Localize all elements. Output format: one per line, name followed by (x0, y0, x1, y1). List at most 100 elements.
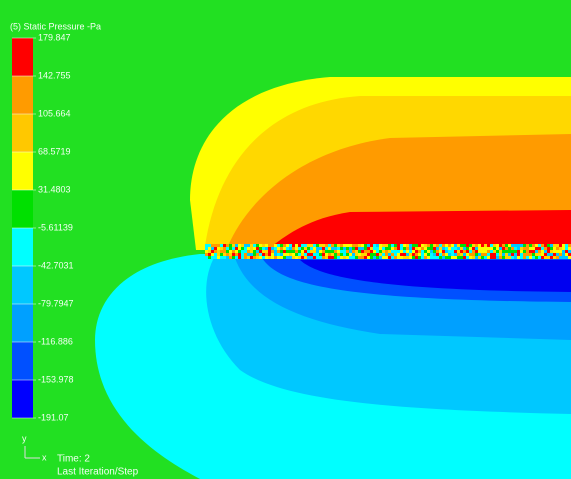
legend-label: -42.7031 (38, 260, 74, 270)
band-cell (448, 250, 451, 253)
band-cell (367, 250, 370, 253)
band-cell (565, 253, 568, 256)
band-cell (406, 244, 409, 247)
swatch (12, 304, 33, 342)
band-cell (283, 250, 286, 253)
band-cell (313, 244, 316, 247)
band-cell (385, 250, 388, 253)
band-cell (409, 253, 412, 256)
band-cell (526, 247, 529, 250)
band-cell (220, 244, 223, 247)
band-cell (355, 253, 358, 256)
band-cell (331, 253, 334, 256)
band-cell (454, 256, 457, 259)
swatch (12, 152, 33, 190)
band-cell (514, 250, 517, 253)
band-cell (349, 244, 352, 247)
band-cell (418, 253, 421, 256)
band-cell (292, 244, 295, 247)
band-cell (475, 250, 478, 253)
band-cell (568, 244, 571, 247)
band-cell (337, 256, 340, 259)
band-cell (544, 250, 547, 253)
band-cell (388, 250, 391, 253)
band-cell (241, 250, 244, 253)
band-cell (253, 247, 256, 250)
legend-label: 31.4803 (38, 184, 71, 194)
band-cell (559, 244, 562, 247)
band-cell (253, 256, 256, 259)
band-cell (382, 247, 385, 250)
band-cell (226, 253, 229, 256)
swatch (12, 266, 33, 304)
band-cell (412, 253, 415, 256)
band-cell (478, 256, 481, 259)
band-cell (463, 250, 466, 253)
band-cell (547, 250, 550, 253)
band-cell (442, 247, 445, 250)
band-cell (238, 244, 241, 247)
band-cell (274, 247, 277, 250)
band-cell (466, 253, 469, 256)
band-cell (262, 253, 265, 256)
band-cell (379, 244, 382, 247)
band-cell (205, 253, 208, 256)
band-cell (232, 253, 235, 256)
band-cell (451, 247, 454, 250)
band-cell (268, 256, 271, 259)
band-cell (499, 250, 502, 253)
band-cell (310, 250, 313, 253)
band-cell (373, 247, 376, 250)
band-cell (346, 247, 349, 250)
band-cell (232, 247, 235, 250)
band-cell (439, 244, 442, 247)
band-cell (364, 256, 367, 259)
band-cell (520, 250, 523, 253)
band-cell (337, 244, 340, 247)
band-cell (286, 244, 289, 247)
band-cell (223, 250, 226, 253)
band-cell (403, 250, 406, 253)
band-cell (265, 253, 268, 256)
band-cell (205, 244, 208, 247)
band-cell (247, 256, 250, 259)
band-cell (289, 250, 292, 253)
band-cell (322, 244, 325, 247)
band-cell (511, 253, 514, 256)
band-cell (235, 256, 238, 259)
band-cell (532, 244, 535, 247)
band-cell (382, 256, 385, 259)
band-cell (379, 253, 382, 256)
swatch (12, 380, 33, 418)
band-cell (544, 247, 547, 250)
band-cell (565, 247, 568, 250)
band-cell (502, 256, 505, 259)
band-cell (562, 247, 565, 250)
band-cell (487, 244, 490, 247)
band-cell (418, 244, 421, 247)
band-cell (475, 244, 478, 247)
band-cell (208, 256, 211, 259)
band-cell (412, 250, 415, 253)
band-cell (226, 250, 229, 253)
band-cell (436, 244, 439, 247)
band-cell (325, 244, 328, 247)
band-cell (364, 250, 367, 253)
band-cell (235, 247, 238, 250)
band-cell (523, 253, 526, 256)
band-cell (538, 253, 541, 256)
band-cell (526, 250, 529, 253)
band-cell (532, 253, 535, 256)
band-cell (496, 247, 499, 250)
band-cell (340, 247, 343, 250)
band-cell (457, 256, 460, 259)
band-cell (508, 247, 511, 250)
band-cell (289, 247, 292, 250)
band-cell (553, 244, 556, 247)
band-cell (436, 253, 439, 256)
band-cell (376, 253, 379, 256)
band-cell (331, 244, 334, 247)
band-cell (490, 250, 493, 253)
band-cell (514, 244, 517, 247)
band-cell (295, 244, 298, 247)
